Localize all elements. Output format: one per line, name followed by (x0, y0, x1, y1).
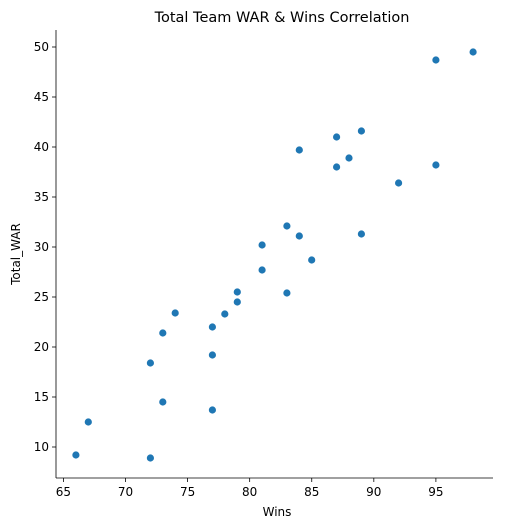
data-point-7 (171, 309, 179, 317)
y-tick-label: 50 (34, 40, 49, 54)
y-tick-label: 30 (34, 240, 49, 254)
plot-area (72, 48, 477, 462)
data-point-23 (345, 154, 353, 162)
data-point-5 (159, 398, 167, 406)
data-point-11 (221, 310, 229, 318)
data-point-29 (469, 48, 477, 56)
data-point-25 (357, 127, 365, 135)
data-point-9 (208, 351, 216, 359)
data-point-10 (208, 323, 216, 331)
data-point-6 (159, 329, 167, 337)
y-tick-label: 25 (34, 290, 49, 304)
data-point-13 (233, 288, 241, 296)
data-point-12 (233, 298, 241, 306)
data-point-24 (357, 230, 365, 238)
data-point-4 (146, 359, 154, 367)
x-tick-label: 70 (118, 485, 133, 499)
data-point-17 (283, 222, 291, 230)
x-tick-label: 75 (180, 485, 195, 499)
data-point-8 (208, 406, 216, 414)
data-point-22 (333, 133, 341, 141)
chart-title: Total Team WAR & Wins Correlation (154, 10, 410, 26)
data-point-27 (432, 161, 440, 169)
data-point-2 (84, 418, 92, 426)
x-tick-label: 80 (242, 485, 257, 499)
x-tick-label: 85 (304, 485, 319, 499)
data-point-14 (258, 266, 266, 274)
y-tick-label: 15 (34, 390, 49, 404)
x-tick-label: 65 (56, 485, 71, 499)
y-tick-label: 40 (34, 140, 49, 154)
y-axis-label: Total_WAR (9, 223, 23, 286)
data-point-21 (333, 163, 341, 171)
data-point-19 (295, 146, 303, 154)
y-tick-label: 45 (34, 90, 49, 104)
data-point-20 (308, 256, 316, 264)
y-axis-ticks: 10 15 20 25 30 35 40 45 50 (34, 40, 56, 454)
y-tick-label: 35 (34, 190, 49, 204)
x-axis-ticks: 65 70 75 80 85 90 95 (56, 478, 444, 499)
data-point-15 (258, 241, 266, 249)
data-point-26 (395, 179, 403, 187)
data-point-28 (432, 56, 440, 64)
x-axis-label: Wins (263, 505, 292, 519)
data-point-1 (72, 451, 80, 459)
data-point-16 (283, 289, 291, 297)
data-point-18 (295, 232, 303, 240)
data-point-3 (146, 454, 154, 462)
x-tick-label: 95 (428, 485, 443, 499)
y-tick-label: 10 (34, 440, 49, 454)
x-tick-label: 90 (366, 485, 381, 499)
y-tick-label: 20 (34, 340, 49, 354)
